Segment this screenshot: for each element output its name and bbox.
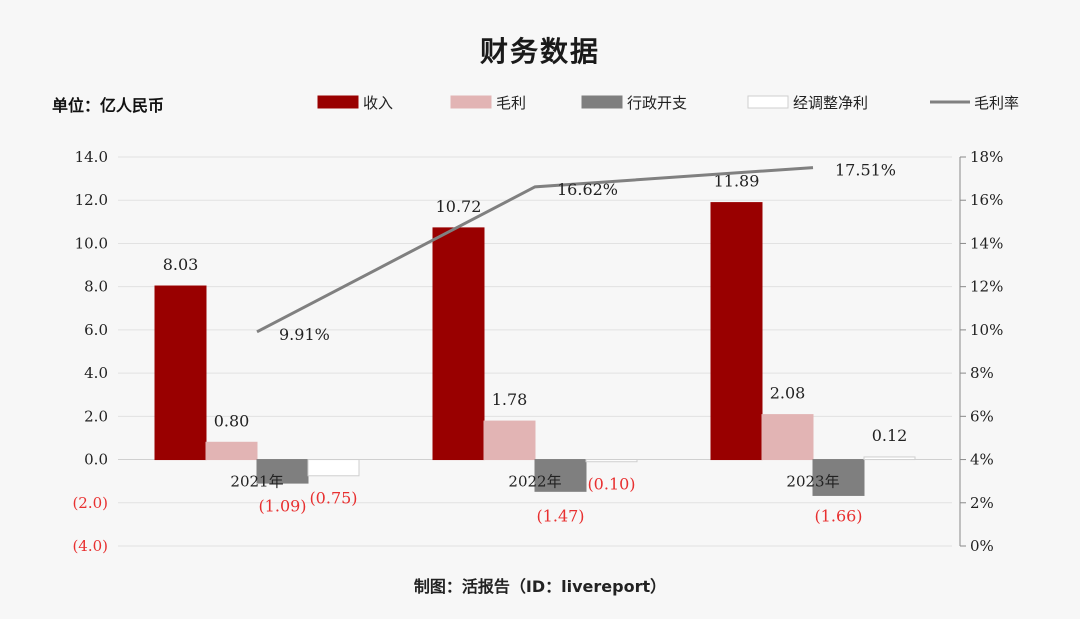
- legend-adjusted-net-profit-label: 经调整净利: [793, 94, 868, 112]
- y-axis-left-tick-label: 14.0: [75, 148, 108, 166]
- bar-admin-expense: [534, 459, 587, 492]
- y-axis-left-tick-label: 12.0: [75, 191, 108, 209]
- bar-data-label: 2.08: [770, 384, 806, 403]
- y-axis-right-tick-label: 12%: [970, 278, 1003, 296]
- y-axis-left-tick-label: 0.0: [84, 451, 108, 469]
- bar-data-label: 11.89: [714, 172, 760, 191]
- y-axis-right-tick-label: 10%: [970, 321, 1003, 339]
- bar-data-label: 0.12: [872, 426, 908, 445]
- line-data-label: 16.62%: [557, 180, 618, 199]
- x-axis-category-label: 2023年: [786, 473, 839, 491]
- x-axis-category-label: 2022年: [508, 473, 561, 491]
- bar-data-label: (1.66): [814, 507, 862, 526]
- legend-gross-margin-label: 毛利率: [974, 94, 1019, 112]
- legend-revenue-label: 收入: [363, 94, 393, 112]
- bar-revenue: [432, 227, 485, 461]
- y-axis-left-tick-label: 8.0: [84, 278, 108, 296]
- bar-data-label: (1.47): [536, 507, 584, 526]
- legend-admin-expense-label: 行政开支: [627, 94, 687, 112]
- legend-gross-profit-label: 毛利: [496, 94, 526, 112]
- bar-data-label: (0.75): [309, 489, 357, 508]
- legend-revenue-swatch: [317, 95, 359, 109]
- legend-gross-profit-swatch: [450, 95, 492, 109]
- y-axis-left-tick-label: 10.0: [75, 234, 108, 252]
- bar-adjusted-net-profit: [307, 459, 360, 477]
- bar-admin-expense: [812, 459, 865, 496]
- legend-admin-expense-swatch: [581, 95, 623, 109]
- bar-data-label: 0.80: [214, 411, 250, 430]
- y-axis-right-tick-label: 14%: [970, 234, 1003, 252]
- line-data-label: 9.91%: [279, 325, 330, 344]
- y-axis-left-tick-label: 6.0: [84, 321, 108, 339]
- y-axis-left-tick-label: 4.0: [84, 364, 108, 382]
- y-axis-right-tick-label: 4%: [970, 451, 994, 469]
- bar-gross-profit: [761, 414, 814, 461]
- y-axis-right-tick-label: 16%: [970, 191, 1003, 209]
- chart-title: 财务数据: [479, 35, 600, 68]
- bar-data-label: 8.03: [163, 255, 199, 274]
- bar-data-label: 10.72: [436, 197, 482, 216]
- y-axis-left-tick-label: (4.0): [72, 537, 108, 555]
- bar-gross-profit: [205, 441, 258, 461]
- y-axis-right-tick-label: 18%: [970, 148, 1003, 166]
- y-axis-right-tick-label: 0%: [970, 537, 994, 555]
- legend-adjusted-net-profit-swatch: [747, 95, 789, 109]
- y-axis-left-tick-label: 2.0: [84, 407, 108, 425]
- y-axis-left-tick-label: (2.0): [72, 494, 108, 512]
- unit-label: 单位：亿人民币: [52, 96, 165, 115]
- bar-data-label: (1.09): [258, 497, 306, 516]
- y-axis-right-tick-label: 8%: [970, 364, 994, 382]
- y-axis-right-tick-label: 6%: [970, 407, 994, 425]
- bar-data-label: 1.78: [492, 390, 528, 409]
- bar-adjusted-net-profit: [863, 456, 916, 461]
- source-note: 制图：活报告（ID：livereport）: [413, 577, 667, 596]
- bar-revenue: [710, 202, 763, 461]
- line-data-label: 17.51%: [835, 161, 896, 180]
- y-axis-right-tick-label: 2%: [970, 494, 994, 512]
- bar-gross-profit: [483, 420, 536, 461]
- bar-revenue: [154, 285, 207, 461]
- bar-adjusted-net-profit: [585, 459, 638, 463]
- bar-data-label: (0.10): [587, 475, 635, 494]
- x-axis-category-label: 2021年: [230, 473, 283, 491]
